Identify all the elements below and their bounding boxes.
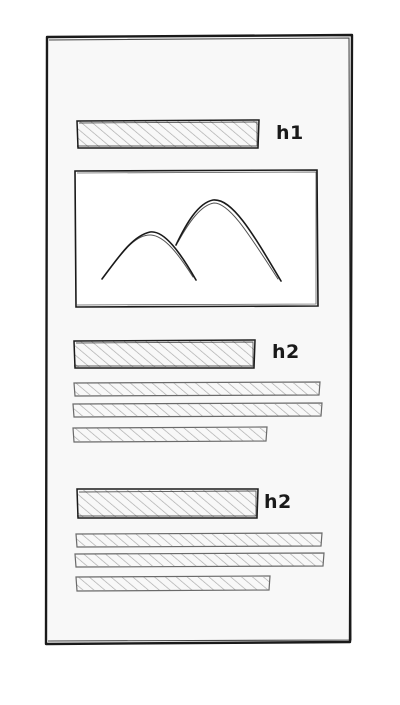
section-2-text-lines	[74, 532, 325, 592]
image-placeholder	[74, 169, 319, 308]
section-1-text-lines	[72, 381, 323, 443]
h1-label: h1	[276, 122, 304, 144]
section-1-heading-bar	[73, 339, 256, 369]
text-line	[73, 381, 321, 397]
text-line	[75, 575, 271, 592]
mountain-icon	[101, 199, 282, 282]
text-line	[72, 402, 323, 418]
h1-heading-bar	[76, 119, 260, 149]
section-2-h2-label: h2	[264, 491, 292, 513]
text-line	[74, 552, 325, 568]
text-line	[72, 426, 268, 443]
section-2-heading-bar	[76, 488, 259, 519]
section-1-h2-label: h2	[272, 341, 300, 363]
text-line	[75, 532, 323, 548]
